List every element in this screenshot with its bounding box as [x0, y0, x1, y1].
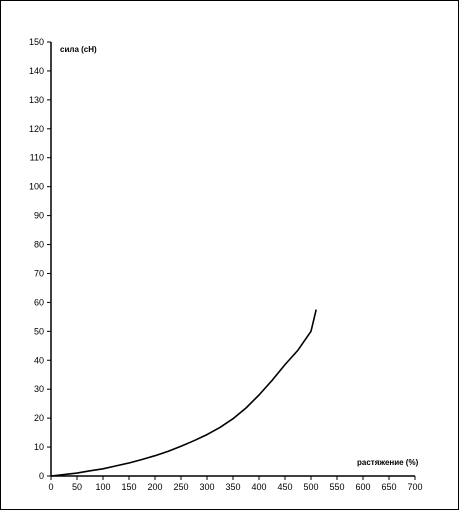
x-tick-label: 250	[173, 482, 188, 492]
y-tick-label: 110	[30, 153, 44, 163]
x-axis-title: растяжение (%)	[357, 458, 419, 467]
x-tick-label: 500	[303, 482, 318, 492]
y-tick-label: 10	[34, 442, 44, 452]
x-tick-label: 200	[147, 482, 162, 492]
y-tick-label: 50	[34, 326, 44, 336]
y-tick-label: 150	[29, 37, 44, 47]
axes	[50, 42, 415, 477]
y-tick-label: 0	[39, 471, 44, 481]
y-axis-title: сила (cH)	[60, 45, 97, 54]
x-tick-label: 300	[199, 482, 214, 492]
y-tick-label: 60	[34, 297, 44, 307]
x-tick-label: 650	[381, 482, 396, 492]
y-tick-label: 20	[34, 413, 44, 423]
y-tick-label: 80	[34, 240, 44, 250]
y-tick-label: 30	[34, 384, 44, 394]
tick-group: 0 10 20 30 40 50 60 70 80 90 100 110 120 130 140 150 0 50…	[29, 37, 423, 492]
y-tick-label: 100	[29, 182, 44, 192]
y-tick-label: 120	[29, 124, 44, 134]
y-tick-label: 90	[34, 211, 44, 221]
x-tick-label: 550	[329, 482, 344, 492]
x-tick-label: 350	[225, 482, 240, 492]
series-group	[50, 309, 317, 477]
x-tick-label: 150	[121, 482, 136, 492]
y-tick-label: 70	[34, 268, 44, 278]
x-tick-label: 0	[48, 482, 53, 492]
y-tick-label: 40	[34, 355, 44, 365]
y-tick-label: 140	[29, 66, 44, 76]
x-tick-label: 400	[251, 482, 266, 492]
y-tick-label: 130	[29, 95, 44, 105]
x-tick-label: 50	[72, 482, 82, 492]
x-tick-label: 700	[407, 482, 422, 492]
x-tick-label: 450	[277, 482, 292, 492]
series-line	[50, 309, 317, 477]
x-tick-label: 600	[355, 482, 370, 492]
x-tick-label: 100	[95, 482, 110, 492]
